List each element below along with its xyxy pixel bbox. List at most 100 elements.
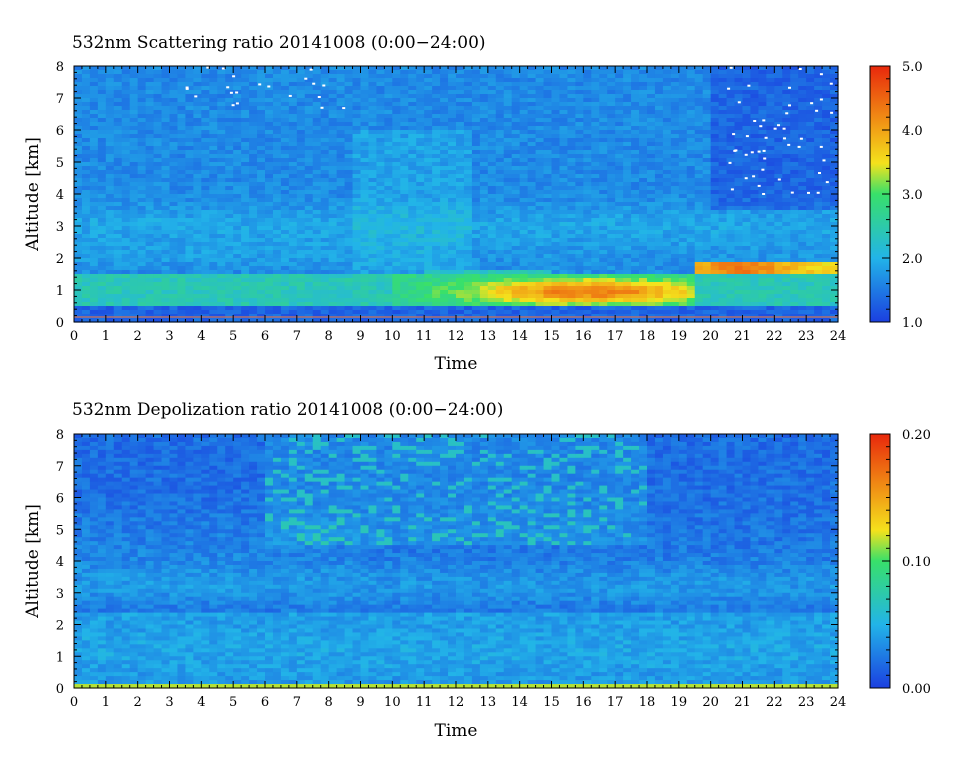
heatmap-cell — [456, 186, 465, 191]
heatmap-cell — [647, 126, 656, 131]
heatmap-cell — [376, 90, 385, 95]
heatmap-cell — [647, 134, 656, 139]
heatmap-cell — [312, 310, 322, 315]
heatmap-cell — [623, 258, 632, 263]
heatmap-cell — [249, 130, 258, 135]
heatmap-cell — [631, 162, 640, 167]
heatmap-cell — [607, 230, 616, 235]
heatmap-cell — [479, 122, 489, 127]
heatmap-cell — [631, 250, 640, 255]
heatmap-cell — [161, 166, 171, 171]
heatmap-cell — [201, 154, 210, 159]
heatmap-cell — [201, 294, 210, 299]
heatmap-cell — [288, 138, 298, 143]
heatmap-cell — [400, 250, 409, 255]
heatmap-cell — [607, 270, 616, 275]
heatmap-cell — [376, 198, 385, 203]
heatmap-cell — [74, 66, 83, 71]
heatmap-cell — [241, 162, 250, 167]
heatmap-cell — [384, 194, 393, 199]
heatmap-cell — [328, 306, 338, 311]
heatmap-cell — [288, 70, 298, 75]
heatmap-cell — [193, 222, 202, 227]
heatmap-cell — [193, 98, 202, 103]
heatmap-cell — [265, 126, 274, 131]
heatmap-cell — [368, 90, 378, 95]
heatmap-cell — [567, 250, 576, 255]
heatmap-cell — [344, 138, 354, 143]
heatmap-cell — [631, 254, 640, 259]
heatmap-cell — [559, 234, 569, 239]
heatmap-cell — [567, 178, 576, 183]
heatmap-cell — [185, 118, 194, 123]
heatmap-cell — [249, 182, 258, 187]
heatmap-cell — [89, 190, 99, 195]
heatmap-cell — [113, 166, 123, 171]
heatmap-cell — [392, 102, 401, 107]
heatmap-cell — [495, 166, 505, 171]
heatmap-cell — [288, 162, 298, 167]
heatmap-cell — [296, 310, 306, 315]
heatmap-cell — [448, 254, 457, 259]
heatmap-cell — [352, 214, 362, 219]
heatmap-cell — [440, 274, 449, 279]
heatmap-cell — [559, 294, 569, 299]
heatmap-cell — [479, 266, 489, 271]
heatmap-cell — [193, 198, 202, 203]
heatmap-cell — [615, 202, 624, 207]
heatmap-cell — [463, 90, 473, 95]
heatmap-cell — [639, 186, 648, 191]
heatmap-cell — [631, 70, 640, 75]
heatmap-cell — [360, 242, 370, 247]
heatmap-cell — [129, 190, 139, 195]
heatmap-cell — [360, 70, 370, 75]
heatmap-cell — [424, 282, 433, 287]
heatmap-cell — [209, 254, 218, 259]
heatmap-cell — [304, 318, 314, 323]
heatmap-cell — [567, 286, 576, 291]
heatmap-cell — [647, 242, 656, 247]
heatmap-cell — [113, 278, 123, 283]
heatmap-cell — [336, 122, 346, 127]
heatmap-cell — [185, 154, 194, 159]
heatmap-cell — [654, 290, 664, 295]
heatmap-cell — [272, 134, 282, 139]
heatmap-cell — [440, 122, 449, 127]
heatmap-cell — [686, 158, 696, 163]
heatmap-cell — [623, 238, 632, 243]
heatmap-cell — [408, 222, 417, 227]
heatmap-cell — [145, 66, 155, 71]
heatmap-cell — [185, 254, 194, 259]
heatmap-cell — [495, 102, 505, 107]
heatmap-cell — [328, 90, 338, 95]
heatmap-cell — [463, 122, 473, 127]
heatmap-cell — [344, 242, 354, 247]
heatmap-cell — [257, 230, 266, 235]
heatmap-cell — [161, 182, 171, 187]
heatmap-cell — [74, 194, 83, 199]
heatmap-cell — [233, 110, 242, 115]
heatmap-cell — [623, 254, 632, 259]
heatmap-cell — [479, 114, 489, 119]
heatmap-cell — [368, 142, 378, 147]
heatmap-cell — [89, 210, 99, 215]
heatmap-cell — [400, 110, 409, 115]
heatmap-cell — [456, 146, 465, 151]
heatmap-cell — [599, 98, 608, 103]
heatmap-cell — [479, 262, 489, 267]
heatmap-cell — [463, 174, 473, 179]
heatmap-cell — [456, 110, 465, 115]
heatmap-cell — [551, 230, 561, 235]
heatmap-cell — [639, 266, 648, 271]
heatmap-cell — [408, 242, 417, 247]
heatmap-cell — [384, 78, 393, 83]
heatmap-cell — [647, 74, 656, 79]
heatmap-cell — [265, 230, 274, 235]
heatmap-cell — [288, 90, 298, 95]
heatmap-cell — [559, 286, 569, 291]
heatmap-cell — [288, 122, 298, 127]
heatmap-cell — [662, 238, 672, 243]
heatmap-cell — [384, 226, 393, 231]
heatmap-cell — [320, 302, 330, 307]
heatmap-cell — [567, 90, 576, 95]
